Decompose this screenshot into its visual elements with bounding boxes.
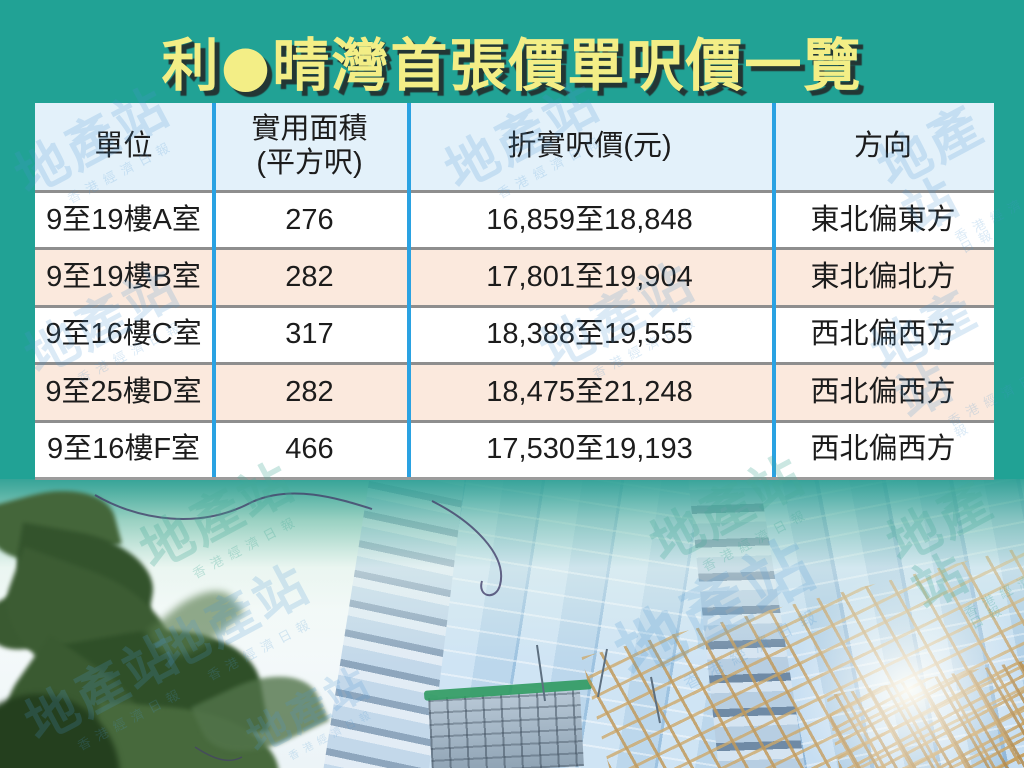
building-photo — [0, 479, 1024, 768]
unit-cell: 9至19樓B室 — [35, 250, 212, 305]
column-divider — [407, 103, 411, 477]
price-cell: 16,859至18,848 — [407, 193, 772, 248]
column-header-price: 折實呎價(元) — [407, 103, 772, 190]
area-cell: 317 — [212, 307, 407, 363]
direction-cell: 西北偏西方 — [772, 422, 994, 478]
table-row: 9至16樓F室 466 17,530至19,193 西北偏西方 — [35, 419, 994, 478]
column-divider — [772, 103, 776, 477]
unit-cell: 9至16樓F室 — [35, 422, 212, 478]
table-header-row: 單位 實用面積 (平方呎) 折實呎價(元) 方向 — [35, 103, 994, 190]
column-header-area: 實用面積 (平方呎) — [212, 103, 407, 190]
price-cell: 17,801至19,904 — [407, 250, 772, 305]
price-table: 單位 實用面積 (平方呎) 折實呎價(元) 方向 9至19樓A室 276 16,… — [35, 103, 994, 480]
area-cell: 466 — [212, 422, 407, 478]
table-row: 9至19樓B室 282 17,801至19,904 東北偏北方 — [35, 247, 994, 305]
direction-cell: 東北偏東方 — [772, 193, 994, 248]
table-row: 9至19樓A室 276 16,859至18,848 東北偏東方 — [35, 190, 994, 248]
unit-cell: 9至25樓D室 — [35, 365, 212, 420]
table-row: 9至25樓D室 282 18,475至21,248 西北偏西方 — [35, 362, 994, 420]
vine-branches-graphic — [94, 492, 661, 762]
direction-cell: 西北偏西方 — [772, 307, 994, 363]
unit-cell: 9至16樓C室 — [35, 307, 212, 363]
table-row: 9至16樓C室 317 18,388至19,555 西北偏西方 — [35, 304, 994, 363]
column-header-direction: 方向 — [772, 103, 994, 190]
price-cell: 18,475至21,248 — [407, 365, 772, 420]
page-title: 利●晴灣首張價單呎價一覽 — [161, 32, 863, 99]
area-cell: 282 — [212, 250, 407, 305]
price-cell: 18,388至19,555 — [407, 307, 772, 363]
direction-cell: 西北偏西方 — [772, 365, 994, 420]
column-divider — [212, 103, 216, 477]
direction-cell: 東北偏北方 — [772, 250, 994, 305]
column-header-unit: 單位 — [35, 103, 212, 190]
area-cell: 282 — [212, 365, 407, 420]
unit-cell: 9至19樓A室 — [35, 193, 212, 248]
area-cell: 276 — [212, 193, 407, 248]
price-cell: 17,530至19,193 — [407, 422, 772, 478]
